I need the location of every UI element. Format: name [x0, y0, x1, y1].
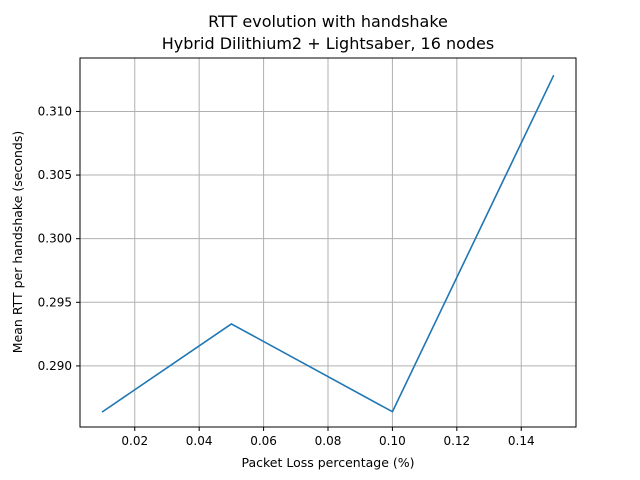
- x-axis: 0.02 0.04 0.06 0.08 0.10 0.12 0.14: [121, 427, 535, 448]
- y-tick-label: 0.305: [38, 168, 72, 182]
- x-tick-label: 0.12: [443, 434, 470, 448]
- y-tick-label: 0.300: [38, 232, 72, 246]
- x-tick-label: 0.04: [186, 434, 213, 448]
- x-tick-label: 0.08: [315, 434, 342, 448]
- x-axis-label: Packet Loss percentage (%): [241, 455, 414, 470]
- x-tick-label: 0.06: [250, 434, 277, 448]
- x-tick-label: 0.14: [508, 434, 535, 448]
- y-axis: 0.290 0.295 0.300 0.305 0.310: [38, 104, 80, 373]
- y-tick-label: 0.290: [38, 359, 72, 373]
- chart-title: RTT evolution with handshake: [208, 12, 448, 31]
- y-tick-label: 0.310: [38, 104, 72, 118]
- x-tick-label: 0.10: [379, 434, 406, 448]
- y-tick-label: 0.295: [38, 295, 72, 309]
- chart-subtitle: Hybrid Dilithium2 + Lightsaber, 16 nodes: [162, 34, 494, 53]
- series-layer: [101, 75, 555, 413]
- grid-lines: [80, 58, 576, 427]
- x-tick-label: 0.02: [121, 434, 148, 448]
- series-line: [101, 75, 555, 413]
- y-axis-label: Mean RTT per handshake (seconds): [10, 131, 25, 353]
